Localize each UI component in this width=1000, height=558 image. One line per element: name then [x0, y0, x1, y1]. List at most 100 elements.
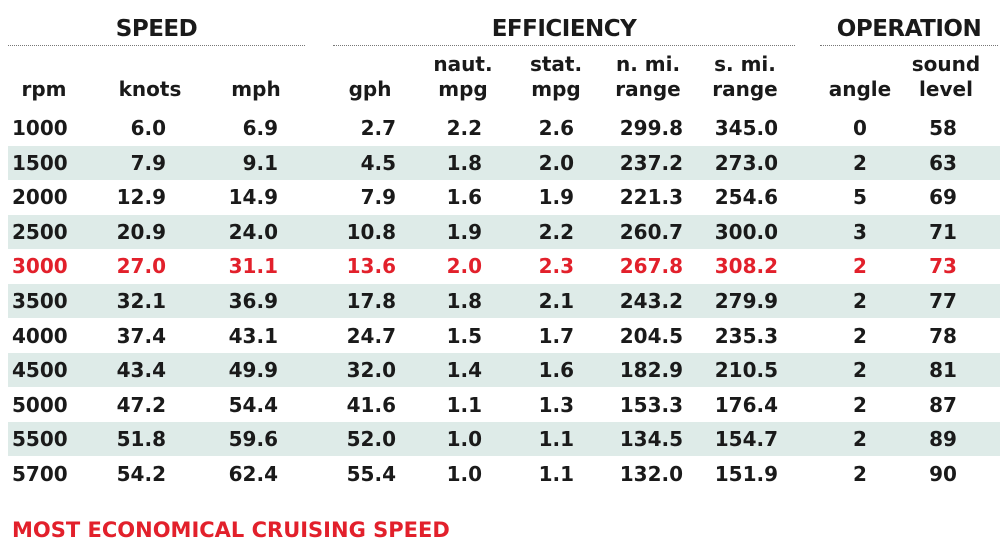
table-cell: 36.9 — [228, 289, 278, 313]
table-cell: 273.0 — [714, 150, 778, 175]
group-header: SPEED — [115, 16, 198, 42]
table-cell: 20.9 — [116, 219, 166, 244]
table-cell: 1.1 — [538, 427, 574, 452]
table-cell: 176.4 — [714, 392, 778, 417]
table-cell: 154.7 — [714, 427, 778, 452]
row-band — [8, 353, 1000, 388]
column-header: naut. — [433, 52, 493, 76]
table-cell: 78 — [929, 323, 957, 348]
table-cell: 2 — [853, 462, 867, 486]
table-cell: 81 — [929, 358, 957, 383]
table-cell: 5000 — [12, 392, 68, 417]
table-cell: 32.0 — [346, 358, 396, 383]
table-cell: 1.0 — [446, 427, 482, 452]
table-cell: 49.9 — [228, 358, 278, 383]
group-header: EFFICIENCY — [491, 16, 637, 42]
table-cell: 89 — [929, 427, 957, 452]
table-cell: 134.5 — [619, 427, 683, 452]
table-cell: 32.1 — [116, 289, 166, 313]
table-cell: 254.6 — [714, 185, 778, 210]
table-cell: 12.9 — [116, 185, 166, 210]
row-band — [8, 145, 1000, 180]
table-cell: 260.7 — [619, 219, 683, 244]
table-cell: 31.1 — [228, 254, 278, 279]
table-cell: 1.1 — [446, 392, 482, 417]
column-header: s. mi. — [714, 52, 776, 76]
table-cell: 2.1 — [538, 289, 574, 313]
column-header: gph — [348, 77, 392, 101]
table-cell: 1.9 — [538, 185, 574, 210]
group-rule — [820, 45, 998, 46]
table-cell: 2.6 — [538, 116, 574, 140]
table-cell: 54.2 — [116, 462, 166, 486]
table-cell: 300.0 — [714, 219, 778, 244]
table-cell: 73 — [929, 254, 957, 279]
table-cell: 6.9 — [242, 116, 278, 140]
group-header: OPERATION — [836, 16, 982, 42]
table-cell: 153.3 — [619, 392, 683, 417]
table-cell: 54.4 — [228, 392, 278, 417]
table-cell: 2.3 — [538, 254, 574, 279]
table-cell: 1.9 — [446, 219, 482, 244]
table-cell: 2.7 — [360, 116, 396, 140]
group-rule — [8, 45, 305, 46]
row-band — [8, 422, 1000, 457]
table-cell: 2.2 — [446, 116, 482, 140]
table-cell: 77 — [929, 289, 957, 313]
table-cell: 69 — [929, 185, 957, 210]
table-cell: 2 — [853, 289, 867, 313]
table-cell: 58 — [929, 116, 957, 140]
table-cell: 1.3 — [538, 392, 574, 417]
table-cell: 1.1 — [538, 462, 574, 486]
table-cell: 2 — [853, 358, 867, 383]
table-cell: 4000 — [12, 323, 68, 348]
table-cell: 132.0 — [619, 462, 683, 486]
table-cell: 151.9 — [714, 462, 778, 486]
table-cell: 279.9 — [714, 289, 778, 313]
table-cell: 51.8 — [116, 427, 166, 452]
table-cell: 1.0 — [446, 462, 482, 486]
table-cell: 5700 — [12, 462, 68, 486]
table-cell: 1.7 — [538, 323, 574, 348]
table-cell: 59.6 — [228, 427, 278, 452]
table-cell: 1.8 — [446, 289, 482, 313]
table-cell: 299.8 — [619, 116, 683, 140]
table-cell: 24.0 — [228, 219, 278, 244]
table-cell: 221.3 — [619, 185, 683, 210]
table-cell: 3 — [853, 219, 867, 244]
column-header: n. mi. — [615, 52, 681, 76]
table-cell: 204.5 — [619, 323, 683, 348]
column-header: range — [712, 77, 778, 101]
table-cell: 27.0 — [116, 254, 166, 279]
column-header: mph — [231, 77, 281, 101]
table-cell: 2 — [853, 150, 867, 175]
column-header: angle — [828, 77, 892, 101]
table-cell: 2500 — [12, 219, 68, 244]
column-header: knots — [118, 77, 182, 101]
table-cell: 1.6 — [446, 185, 482, 210]
table-cell: 1.8 — [446, 150, 482, 175]
table-cell: 37.4 — [116, 323, 166, 348]
table-cell: 5500 — [12, 427, 68, 452]
table-cell: 2 — [853, 392, 867, 417]
table-cell: 2 — [853, 323, 867, 348]
table-cell: 2.0 — [538, 150, 574, 175]
table-cell: 2 — [853, 427, 867, 452]
table-cell: 2000 — [12, 185, 68, 210]
table-cell: 43.4 — [116, 358, 166, 383]
table-cell: 1.6 — [538, 358, 574, 383]
footnote: MOST ECONOMICAL CRUISING SPEED — [12, 518, 450, 542]
table-cell: 1.5 — [446, 323, 482, 348]
table-cell: 62.4 — [228, 462, 278, 486]
table-cell: 55.4 — [346, 462, 396, 486]
table-cell: 210.5 — [714, 358, 778, 383]
table-cell: 90 — [929, 462, 957, 486]
table-cell: 237.2 — [619, 150, 683, 175]
table-cell: 13.6 — [346, 254, 396, 279]
table-cell: 43.1 — [228, 323, 278, 348]
column-header: range — [615, 77, 681, 101]
table-cell: 14.9 — [228, 185, 278, 210]
table-cell: 7.9 — [360, 185, 396, 210]
group-rule — [333, 45, 795, 46]
